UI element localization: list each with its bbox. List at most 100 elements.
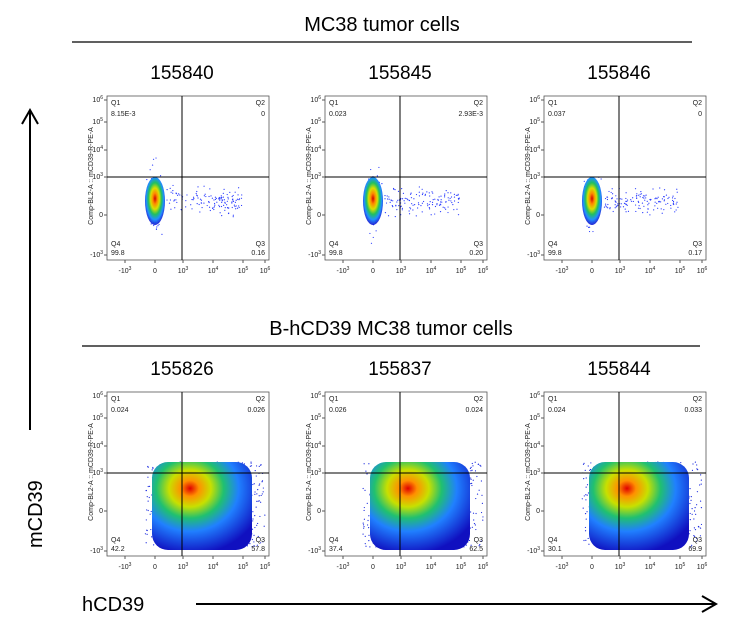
event-dot xyxy=(409,193,412,195)
event-dot xyxy=(690,496,692,498)
event-dot xyxy=(220,195,222,197)
event-dot xyxy=(590,462,592,464)
tick-base: 0 xyxy=(590,564,594,571)
flow-plot: 155844Q10.024Q20.033Q369.9Q430.1-103-103… xyxy=(525,359,708,571)
event-dot xyxy=(196,190,198,193)
tick-exp: 5 xyxy=(318,413,321,419)
event-dot xyxy=(456,208,458,210)
event-dot xyxy=(256,524,258,526)
tick-exp: 6 xyxy=(537,95,540,101)
event-dot xyxy=(691,508,693,510)
density-cloud xyxy=(363,177,383,225)
tick-base: 10 xyxy=(92,147,100,154)
event-dot xyxy=(640,193,643,195)
tick-label: 0 xyxy=(153,564,157,571)
event-dot xyxy=(179,194,181,196)
event-dot xyxy=(479,544,481,546)
event-dot xyxy=(440,195,442,197)
quadrant-value: 8.15E-3 xyxy=(111,111,136,118)
tick-exp: 5 xyxy=(683,562,686,568)
event-dot xyxy=(418,186,420,188)
event-dot xyxy=(153,224,155,227)
event-dot xyxy=(203,202,205,204)
tick-label: 105 xyxy=(456,562,467,571)
tick-base: 10 xyxy=(675,268,683,275)
event-dot xyxy=(150,510,152,513)
tick-exp: 4 xyxy=(216,562,219,568)
event-dot xyxy=(148,496,150,499)
event-dot xyxy=(157,225,159,227)
event-dot xyxy=(410,197,413,199)
event-dot xyxy=(254,515,256,517)
event-dot xyxy=(173,199,176,201)
event-dot xyxy=(457,214,460,216)
event-dot xyxy=(413,198,415,200)
event-dot xyxy=(415,193,418,196)
tick-exp: 5 xyxy=(246,266,249,272)
event-dot xyxy=(694,461,696,463)
event-dot xyxy=(634,188,637,190)
event-dot xyxy=(654,198,656,200)
quadrant-name: Q2 xyxy=(474,100,483,107)
quadrant-value: 0 xyxy=(698,111,702,118)
event-dot xyxy=(192,199,194,201)
event-dot xyxy=(401,209,403,211)
plot-y-title: Comp-BL2-A :: mCD39-R-PE-A xyxy=(306,423,313,521)
density-cloud xyxy=(370,462,470,550)
event-dot xyxy=(237,194,239,196)
event-dot xyxy=(636,193,638,195)
event-dot xyxy=(663,200,665,202)
event-dot xyxy=(696,468,698,470)
event-dot xyxy=(444,207,446,209)
tick-label: 105 xyxy=(529,413,540,422)
event-dot xyxy=(365,470,367,472)
event-dot xyxy=(149,169,151,171)
event-dot xyxy=(253,483,255,485)
event-dot xyxy=(386,198,389,200)
event-dot xyxy=(401,188,403,190)
event-dot xyxy=(694,529,697,531)
event-dot xyxy=(145,489,147,492)
event-dot xyxy=(645,194,647,196)
event-dot xyxy=(634,204,637,206)
tick-label: 103 xyxy=(178,266,189,275)
event-dot xyxy=(258,465,260,467)
event-dot xyxy=(586,494,588,496)
event-dot xyxy=(147,500,149,502)
event-dot xyxy=(625,211,627,213)
event-dot xyxy=(146,496,148,498)
event-dot xyxy=(155,157,157,159)
event-dot xyxy=(431,201,434,203)
event-dot xyxy=(199,198,202,200)
tick-base: 10 xyxy=(529,97,537,104)
event-dot xyxy=(367,519,369,522)
tick-base: 10 xyxy=(396,564,404,571)
event-dot xyxy=(169,187,171,190)
y-axis-label: mCD39 xyxy=(25,480,47,548)
event-dot xyxy=(412,209,414,211)
event-dot xyxy=(606,206,608,208)
tick-label: -103 xyxy=(119,266,132,275)
event-dot xyxy=(611,188,613,190)
event-dot xyxy=(473,522,476,525)
tick-label: 104 xyxy=(426,266,437,275)
event-dot xyxy=(236,198,239,200)
event-dot xyxy=(453,193,455,195)
tick-base: 0 xyxy=(317,212,321,219)
event-dot xyxy=(378,166,380,169)
tick-label: 104 xyxy=(310,145,321,154)
event-dot xyxy=(585,494,587,496)
event-dot xyxy=(407,198,409,201)
event-dot xyxy=(693,518,695,520)
event-dot xyxy=(249,543,251,545)
tick-exp: 3 xyxy=(318,546,321,552)
event-dot xyxy=(624,208,626,210)
event-dot xyxy=(218,205,221,208)
event-dot xyxy=(482,519,484,521)
tick-base: 10 xyxy=(92,97,100,104)
y-arrow-head xyxy=(21,107,39,125)
event-dot xyxy=(153,544,155,546)
event-dot xyxy=(174,207,176,209)
tick-base: 10 xyxy=(178,564,186,571)
quadrant-name: Q2 xyxy=(256,396,265,403)
